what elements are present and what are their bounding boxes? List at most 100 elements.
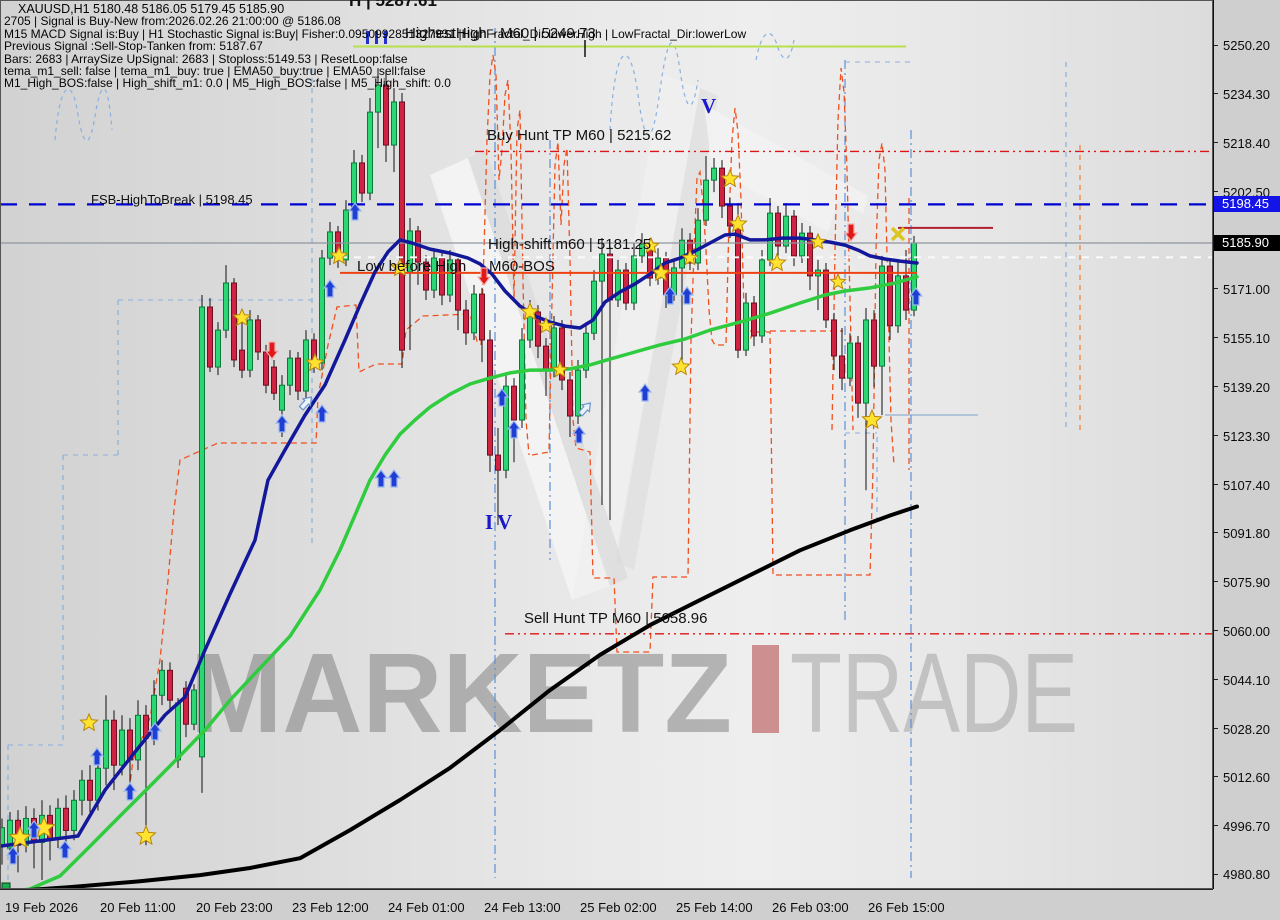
candle <box>471 284 477 340</box>
candle <box>871 310 877 388</box>
candle-body <box>799 232 805 257</box>
star-signal-marker <box>861 408 883 430</box>
candle-body <box>775 212 781 247</box>
price-tick-label: 5234.30 <box>1223 86 1270 102</box>
time-axis[interactable]: 19 Feb 2026 20 Feb 11:00 20 Feb 23:00 23 Fe… <box>0 889 1280 920</box>
star-signal-marker <box>79 712 99 732</box>
time-tick-label: 20 Feb 11:00 <box>100 900 176 915</box>
star-signal-marker <box>537 316 555 334</box>
candle <box>399 93 405 368</box>
candle <box>255 315 261 360</box>
candle-body <box>703 179 709 221</box>
ghost-arrow-icon <box>298 396 313 411</box>
candle <box>879 255 885 416</box>
buy-arrow-icon <box>373 469 389 488</box>
buy-arrow-icon <box>314 404 330 423</box>
fsb-high-to-break-label: FSB-HighToBreak | 5198.45 <box>91 192 253 207</box>
candle <box>135 700 141 771</box>
high-shift-m60-label: High-shift m60 | 5181.25 <box>488 236 652 253</box>
star-signal-marker <box>390 257 410 277</box>
price-tick-mark <box>1214 191 1218 193</box>
candle-body <box>343 209 349 261</box>
buy-arrow-icon <box>679 286 695 305</box>
candle-body <box>79 779 85 801</box>
blue-tick-mark <box>366 31 369 44</box>
candle-body <box>783 215 789 247</box>
price-axis[interactable]: 5250.20 5234.30 5218.40 5202.50 5171.00 5155.… <box>1213 0 1280 889</box>
price-tag: 5198.45 <box>1214 196 1280 213</box>
candle-body <box>591 280 597 334</box>
time-tick-label: 24 Feb 01:00 <box>388 900 465 915</box>
candle-body <box>871 319 877 367</box>
candle-body <box>551 327 557 371</box>
candle <box>495 428 501 526</box>
candle-body <box>111 719 117 766</box>
candle <box>887 258 893 340</box>
candle-body <box>183 687 189 725</box>
symbol-ohlc-line: XAUUSD,H1 5180.48 5186.05 5179.45 5185.9… <box>18 2 285 16</box>
candle <box>599 238 605 506</box>
price-tick-mark <box>1214 386 1218 388</box>
candle <box>239 319 245 379</box>
candle <box>207 298 213 372</box>
candle <box>751 295 757 347</box>
candle <box>775 206 781 256</box>
price-tick-mark <box>1214 142 1218 144</box>
time-tick-label: 24 Feb 13:00 <box>484 900 561 915</box>
fractal-arc-guide <box>755 32 795 61</box>
candle-body <box>599 253 605 282</box>
candle <box>127 718 133 788</box>
candle <box>231 278 237 368</box>
candle-body <box>519 339 525 421</box>
candle <box>415 226 421 285</box>
candle <box>503 375 509 479</box>
candle-body <box>103 719 109 769</box>
candle-body <box>399 101 405 351</box>
candle <box>479 287 485 363</box>
candle <box>767 198 773 267</box>
candle-body <box>207 306 213 368</box>
candle-body <box>295 357 301 392</box>
buy-arrow-icon <box>5 846 21 865</box>
time-tick-label: 19 Feb 2026 <box>5 900 79 915</box>
price-tick-mark <box>1214 630 1218 632</box>
candle-body <box>559 327 565 381</box>
candle <box>327 222 333 266</box>
price-tick-label: 5028.20 <box>1223 721 1270 737</box>
low-before-high-label: Low before High <box>357 258 467 275</box>
candle <box>383 72 389 163</box>
buy-arrow-icon <box>89 747 105 766</box>
candlestick-canvas[interactable]: MARKETZ TRADE <box>0 0 1213 889</box>
candle <box>359 154 365 203</box>
candle-body <box>767 212 773 261</box>
candle-body <box>895 275 901 327</box>
candle-body <box>263 351 269 386</box>
candle-body <box>375 84 381 113</box>
buy-arrow-icon <box>386 469 402 488</box>
candle-body <box>351 162 357 211</box>
candle-body <box>583 332 589 371</box>
watermark-brand-light: TRADE <box>790 630 1078 756</box>
candle-body <box>447 259 453 296</box>
ema-slow-black <box>14 504 919 889</box>
candle-body <box>615 269 621 301</box>
star-signal-marker <box>305 352 325 372</box>
candle-body <box>727 205 733 227</box>
price-tick-mark <box>1214 873 1218 875</box>
chart-plot-area[interactable]: MARKETZ TRADE XAUUSD,H1 5180.48 5186.05 5… <box>0 0 1213 890</box>
candle-body <box>743 302 749 351</box>
candle-body <box>695 219 701 264</box>
candle <box>895 262 901 333</box>
trailing-stop-line <box>531 107 895 653</box>
candle <box>119 715 125 776</box>
candle-body <box>431 257 437 291</box>
price-tick-label: 5060.00 <box>1223 623 1270 639</box>
candle <box>567 371 573 437</box>
candle <box>375 68 381 149</box>
candle-body <box>463 309 469 334</box>
candle <box>87 765 93 813</box>
candle-body <box>903 275 909 311</box>
price-tag: 5185.90 <box>1214 234 1280 251</box>
candle <box>695 208 701 271</box>
